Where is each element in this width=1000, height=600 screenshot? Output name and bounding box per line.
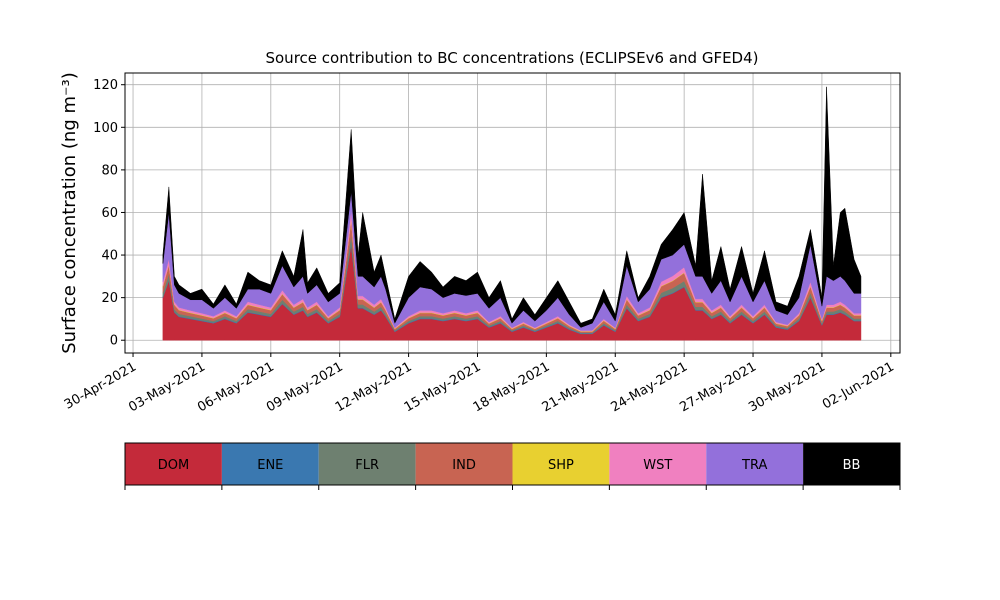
legend-swatch [609,443,707,485]
x-tick-label: 15-May-2021 [402,359,484,415]
legend-label: FLR [355,458,379,473]
x-tick-label: 02-Jun-2021 [820,359,897,412]
y-tick-label: 40 [101,249,118,264]
y-tick-label: 120 [93,78,118,93]
y-tick-label: 0 [110,334,118,349]
legend-label: ENE [257,458,283,473]
legend-label: SHP [548,458,574,473]
y-tick-label: 100 [93,121,118,136]
legend-swatch [706,443,804,485]
x-tick-label: 24-May-2021 [608,359,690,415]
plot-frame [124,72,901,354]
legend-swatch [318,443,416,485]
legend-swatch [415,443,513,485]
legend-swatch [803,443,900,485]
legend-swatch [512,443,610,485]
x-tick-label: 06-May-2021 [195,359,277,415]
y-tick-label: 20 [101,291,118,306]
legend-label: DOM [158,458,189,473]
legend-swatch [125,443,222,485]
legend-label: WST [643,458,672,473]
x-tick-label: 09-May-2021 [264,359,346,415]
legend-swatch [221,443,319,485]
legend-label: IND [452,458,476,473]
chart-title: Source contribution to BC concentrations… [265,49,758,67]
area [162,86,862,328]
x-tick-label: 12-May-2021 [333,359,415,415]
x-tick-label: 30-May-2021 [746,359,828,415]
y-tick-label: 80 [101,163,118,178]
x-tick-label: 27-May-2021 [677,359,759,415]
x-tick-label: 21-May-2021 [540,359,622,415]
y-axis-label: Surface concentration (ng m⁻³) [59,72,80,354]
y-tick-label: 60 [101,206,118,221]
legend-label: BB [843,458,861,473]
legend-label: TRA [741,458,767,473]
x-tick-label: 03-May-2021 [126,359,208,415]
x-tick-label: 18-May-2021 [471,359,553,415]
